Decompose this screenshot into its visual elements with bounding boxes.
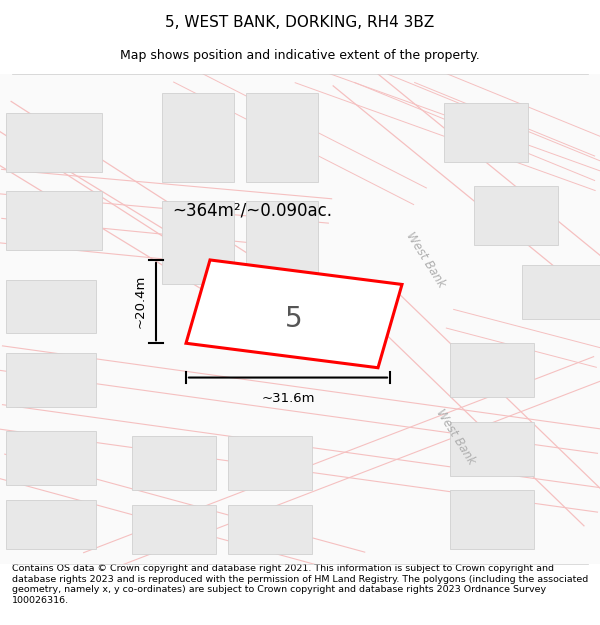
Text: Contains OS data © Crown copyright and database right 2021. This information is : Contains OS data © Crown copyright and d… bbox=[12, 564, 588, 604]
Text: ~31.6m: ~31.6m bbox=[261, 392, 315, 405]
Polygon shape bbox=[186, 260, 402, 368]
Bar bbox=[6, 431, 96, 486]
Bar bbox=[522, 265, 600, 319]
Text: 5, WEST BANK, DORKING, RH4 3BZ: 5, WEST BANK, DORKING, RH4 3BZ bbox=[166, 14, 434, 29]
Bar bbox=[132, 505, 216, 554]
Bar bbox=[6, 191, 102, 250]
Bar bbox=[450, 422, 534, 476]
Text: 5: 5 bbox=[285, 305, 303, 332]
Bar bbox=[474, 186, 558, 245]
Text: ~364m²/~0.090ac.: ~364m²/~0.090ac. bbox=[172, 202, 332, 220]
Bar bbox=[6, 113, 102, 172]
Bar bbox=[450, 343, 534, 397]
Bar bbox=[162, 93, 234, 181]
Text: West Bank: West Bank bbox=[434, 406, 478, 466]
Bar bbox=[6, 279, 96, 334]
Bar bbox=[6, 353, 96, 407]
Text: West Bank: West Bank bbox=[404, 230, 448, 290]
Bar bbox=[246, 93, 318, 181]
Text: Map shows position and indicative extent of the property.: Map shows position and indicative extent… bbox=[120, 49, 480, 62]
Text: ~20.4m: ~20.4m bbox=[134, 275, 147, 328]
Bar bbox=[450, 490, 534, 549]
Bar bbox=[246, 201, 318, 284]
Bar bbox=[132, 436, 216, 490]
Bar bbox=[162, 201, 234, 284]
Bar bbox=[228, 436, 312, 490]
Bar bbox=[6, 500, 96, 549]
Bar bbox=[444, 103, 528, 162]
Bar bbox=[228, 505, 312, 554]
